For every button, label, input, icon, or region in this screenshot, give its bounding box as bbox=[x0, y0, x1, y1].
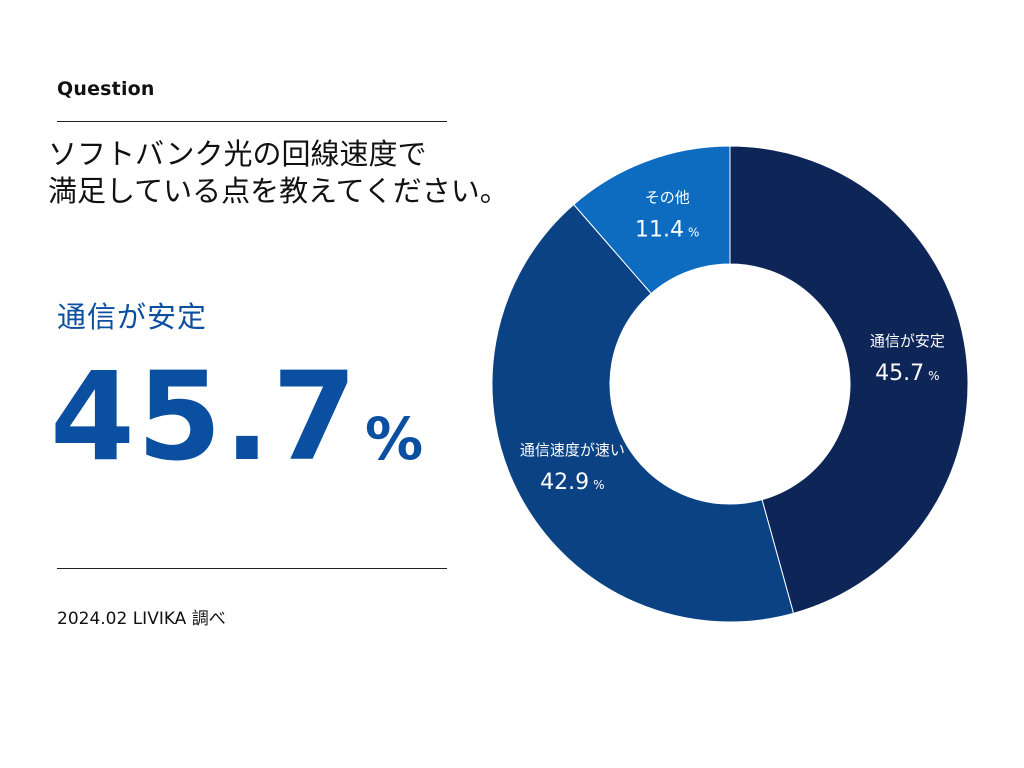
slice-category-label: その他 bbox=[645, 188, 690, 206]
slice-category-label: 通信が安定 bbox=[870, 332, 945, 350]
question-line-1: ソフトバンク光の回線速度で bbox=[48, 137, 427, 171]
section-label: Question bbox=[57, 78, 155, 100]
highlight-value: 45.7% bbox=[50, 352, 423, 482]
slice-label-1: 通信が安定 45.7% bbox=[870, 332, 945, 386]
highlight-number: 45.7 bbox=[50, 346, 360, 488]
slice-label-2: 通信速度が速い 42.9% bbox=[520, 441, 625, 495]
slice-value-label: 42.9% bbox=[540, 470, 604, 495]
highlight-unit: % bbox=[365, 405, 424, 473]
slice-category-label: 通信速度が速い bbox=[520, 441, 625, 459]
question-line-2: 満足している点を教えてください。 bbox=[48, 174, 509, 208]
top-divider bbox=[57, 121, 447, 122]
donut-slice-3 bbox=[573, 145, 731, 295]
donut-slice-2 bbox=[491, 203, 795, 623]
slice-label-3: その他 11.4% bbox=[635, 188, 699, 242]
donut-slice-1 bbox=[729, 145, 969, 614]
slice-value-label: 45.7% bbox=[875, 361, 939, 386]
donut-chart: 通信が安定 45.7 % 通信速度が速い 42.9 % その他 11.4% bbox=[491, 145, 969, 623]
bottom-divider bbox=[57, 568, 447, 569]
slice-value-label: 11.4% bbox=[635, 217, 699, 242]
highlight-label: 通信が安定 bbox=[57, 300, 208, 334]
question-text: ソフトバンク光の回線速度で 満足している点を教えてください。 bbox=[48, 136, 568, 210]
source-note: 2024.02 LIVIKA 調べ bbox=[57, 609, 226, 629]
